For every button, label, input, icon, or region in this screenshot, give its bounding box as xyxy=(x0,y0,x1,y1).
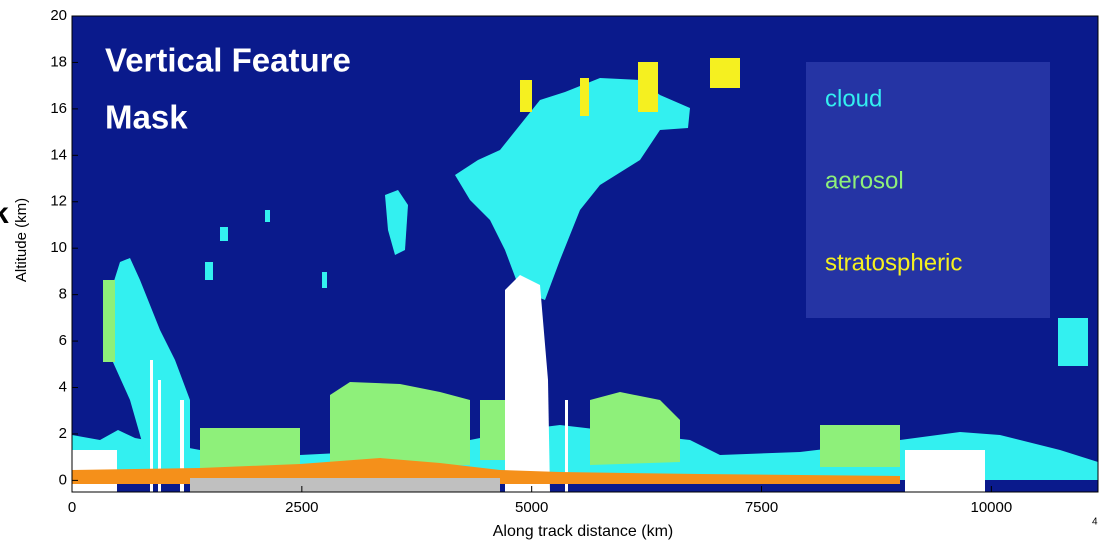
x-tick-label: 7500 xyxy=(745,499,778,516)
legend-box xyxy=(806,62,1050,318)
y-tick-label: 12 xyxy=(50,193,67,210)
legend-label: cloud xyxy=(825,85,882,112)
x-axis-label: Along track distance (km) xyxy=(493,523,674,540)
chart-title: Vertical Feature xyxy=(105,42,351,79)
y-tick-label: 6 xyxy=(59,332,67,349)
y-tick-label: 8 xyxy=(59,286,67,303)
y-tick-label: 20 xyxy=(50,7,67,24)
y-tick-label: 10 xyxy=(50,239,67,256)
cut-off-text: 4 xyxy=(1092,517,1098,528)
y-tick-label: 16 xyxy=(50,100,67,117)
y-tick-label: 14 xyxy=(50,146,67,163)
x-tick-label: 2500 xyxy=(285,499,318,516)
legend-label: aerosol xyxy=(825,167,904,194)
cut-off-text: k xyxy=(0,197,9,230)
y-tick-label: 18 xyxy=(50,53,67,70)
chart-title: Mask xyxy=(105,99,188,136)
x-tick-label: 0 xyxy=(68,499,76,516)
x-tick-label: 10000 xyxy=(970,499,1012,516)
y-axis-label: Altitude (km) xyxy=(13,198,30,282)
y-tick-label: 2 xyxy=(59,425,67,442)
x-tick-label: 5000 xyxy=(515,499,548,516)
legend-label: stratospheric xyxy=(825,249,962,276)
y-tick-label: 4 xyxy=(59,378,67,395)
y-tick-label: 0 xyxy=(59,471,67,488)
plot-frame xyxy=(71,15,1099,493)
